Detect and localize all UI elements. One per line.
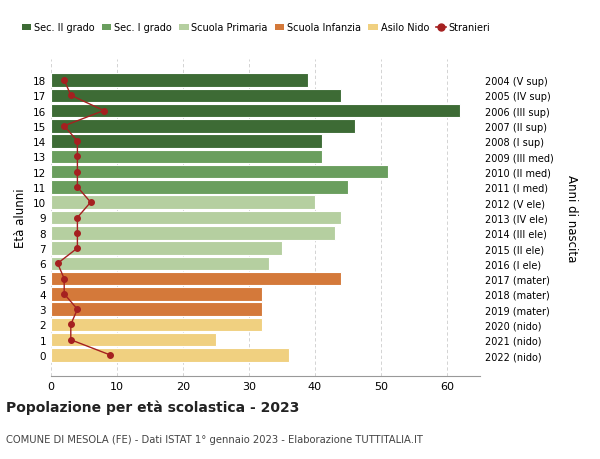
- Bar: [51, 135, 322, 148]
- Bar: [51, 227, 335, 240]
- Bar: [51, 150, 322, 164]
- Bar: [51, 333, 216, 347]
- Bar: [51, 257, 269, 270]
- Bar: [51, 105, 460, 118]
- Bar: [51, 74, 308, 88]
- Bar: [51, 272, 341, 286]
- Bar: [51, 303, 262, 316]
- Legend: Sec. II grado, Sec. I grado, Scuola Primaria, Scuola Infanzia, Asilo Nido, Stran: Sec. II grado, Sec. I grado, Scuola Prim…: [22, 23, 490, 34]
- Y-axis label: Età alunni: Età alunni: [14, 188, 28, 248]
- Bar: [51, 288, 262, 301]
- Bar: [51, 181, 348, 194]
- Bar: [51, 211, 341, 225]
- Bar: [51, 90, 341, 103]
- Text: COMUNE DI MESOLA (FE) - Dati ISTAT 1° gennaio 2023 - Elaborazione TUTTITALIA.IT: COMUNE DI MESOLA (FE) - Dati ISTAT 1° ge…: [6, 434, 423, 443]
- Y-axis label: Anni di nascita: Anni di nascita: [565, 174, 578, 262]
- Bar: [51, 196, 315, 209]
- Text: Popolazione per età scolastica - 2023: Popolazione per età scolastica - 2023: [6, 399, 299, 414]
- Bar: [51, 348, 289, 362]
- Bar: [51, 166, 388, 179]
- Bar: [51, 242, 282, 255]
- Bar: [51, 318, 262, 331]
- Bar: [51, 120, 355, 133]
